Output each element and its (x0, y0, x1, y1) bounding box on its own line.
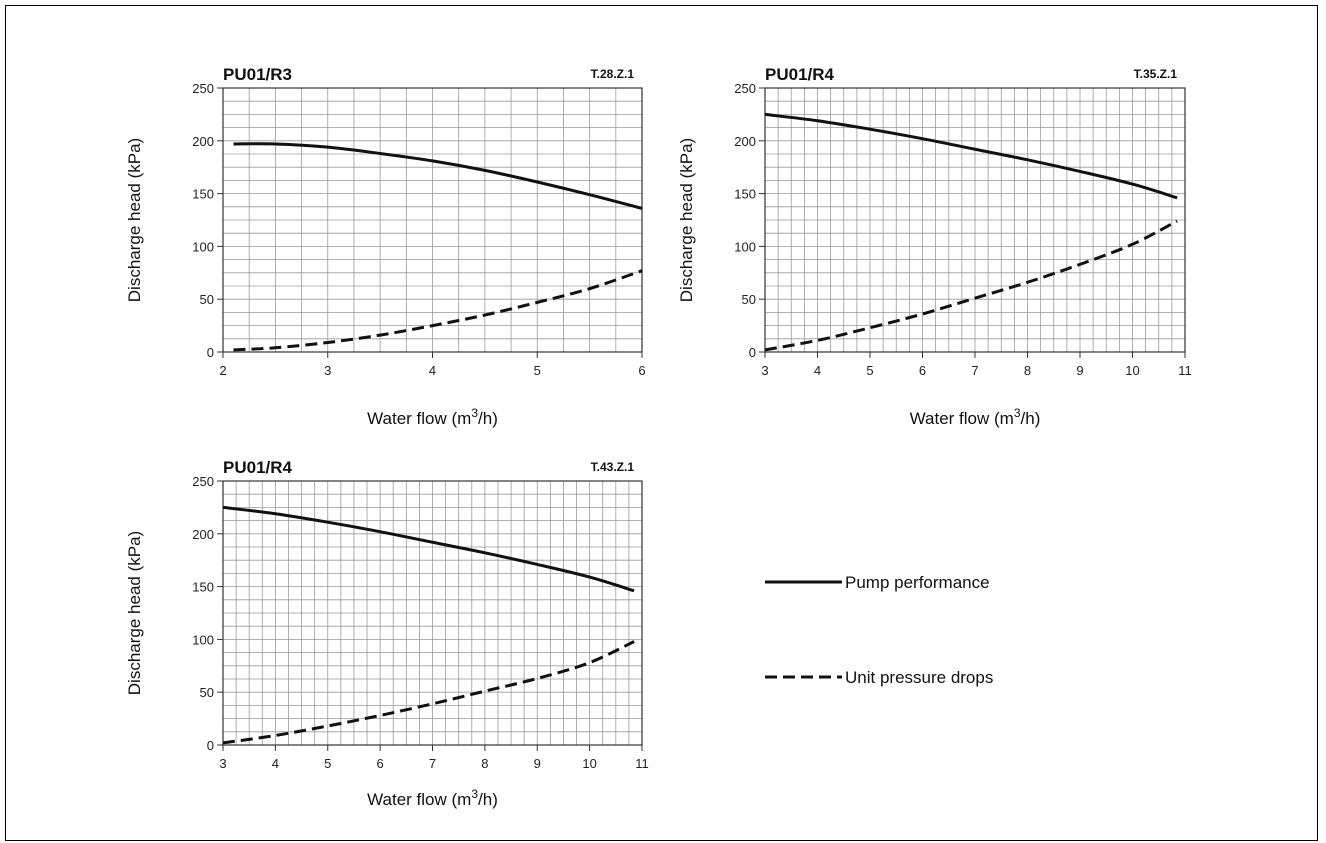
y-tick-label: 250 (734, 81, 756, 96)
x-tick-label: 11 (1178, 363, 1192, 378)
x-tick-label: 7 (429, 756, 436, 771)
y-tick-label: 250 (192, 81, 214, 96)
grid (222, 87, 643, 353)
y-tick-label: 200 (734, 134, 756, 149)
x-tick-label: 8 (1024, 363, 1031, 378)
x-axis-label: Water flow (m3/h) (367, 406, 498, 428)
y-tick-label: 50 (742, 292, 756, 307)
x-tick-label: 4 (272, 756, 279, 771)
y-tick-label: 100 (734, 239, 756, 254)
x-tick-label: 7 (971, 363, 978, 378)
chart-2: 0 50 100 150 200 250 3 4 5 6 7 8 9 10 11 PU01/R4 T.35.Z.… (677, 65, 1192, 428)
y-tick-label: 250 (192, 474, 214, 489)
series-pump-performance-line (764, 112, 1178, 200)
grid (764, 87, 1186, 353)
legend-label-pump-performance: Pump performance (845, 573, 990, 592)
x-tick-label: 8 (481, 756, 488, 771)
series-pump-performance-line (233, 142, 643, 210)
x-tick-label: 4 (814, 363, 821, 378)
x-tick-label: 6 (919, 363, 926, 378)
y-tick-label: 200 (192, 527, 214, 542)
chart-title: PU01/R4 (765, 65, 835, 84)
y-tick-label: 150 (734, 187, 756, 202)
x-axis-label: Water flow (m3/h) (367, 787, 498, 809)
chart-code: T.43.Z.1 (591, 460, 635, 474)
x-tick-label: 5 (534, 363, 541, 378)
grid (222, 480, 643, 746)
y-tick-label: 50 (200, 685, 214, 700)
x-axis-label: Water flow (m3/h) (910, 406, 1041, 428)
series-unit-pressure-drops-line (764, 219, 1178, 352)
chart-title: PU01/R3 (223, 65, 292, 84)
figure-frame (5, 5, 1318, 841)
x-tick-label: 10 (1125, 363, 1139, 378)
x-tick-label: 6 (377, 756, 384, 771)
x-tick-label: 3 (219, 756, 226, 771)
x-tick-label: 6 (638, 363, 645, 378)
series-pump-performance-line (222, 505, 635, 593)
legend-label-unit-pressure-drops: Unit pressure drops (845, 668, 993, 687)
y-tick-label: 0 (207, 345, 214, 360)
chart-3: 0 50 100 150 200 250 3 4 5 6 7 8 9 10 11 PU01/R4 T.43.Z.… (125, 458, 649, 809)
chart-1: 0 50 100 150 200 250 2 3 4 5 6 PU01/R3 T.28.Z.1 Water… (125, 65, 646, 428)
x-tick-label: 2 (219, 363, 226, 378)
x-tick-label: 5 (866, 363, 873, 378)
y-axis-label: Discharge head (kPa) (125, 531, 144, 695)
y-tick-label: 100 (192, 239, 214, 254)
chart-title: PU01/R4 (223, 458, 293, 477)
x-tick-label: 9 (1076, 363, 1083, 378)
y-tick-label: 200 (192, 134, 214, 149)
y-tick-label: 150 (192, 580, 214, 595)
x-tick-label: 11 (635, 756, 649, 771)
legend: Pump performance Unit pressure drops (765, 573, 993, 687)
x-tick-label: 9 (534, 756, 541, 771)
y-axis-label: Discharge head (kPa) (125, 138, 144, 302)
series-unit-pressure-drops-line (233, 269, 643, 352)
x-tick-label: 3 (324, 363, 331, 378)
x-tick-label: 3 (761, 363, 768, 378)
y-tick-label: 0 (749, 345, 756, 360)
x-tick-label: 10 (582, 756, 596, 771)
y-tick-label: 50 (200, 292, 214, 307)
chart-code: T.35.Z.1 (1134, 67, 1178, 81)
y-tick-label: 100 (192, 632, 214, 647)
x-tick-label: 5 (324, 756, 331, 771)
y-axis-label: Discharge head (kPa) (677, 138, 696, 302)
y-tick-label: 0 (207, 738, 214, 753)
y-tick-label: 150 (192, 187, 214, 202)
chart-code: T.28.Z.1 (591, 67, 635, 81)
x-tick-label: 4 (429, 363, 436, 378)
